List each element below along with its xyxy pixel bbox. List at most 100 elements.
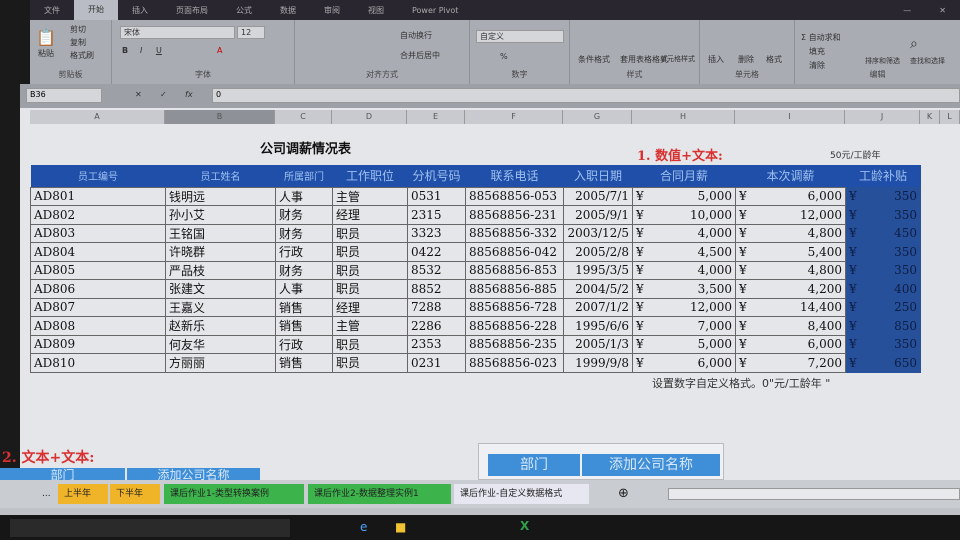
cell-extension[interactable]: 7288 (407, 297, 466, 317)
horizontal-scrollbar[interactable] (668, 488, 960, 500)
cell-employee-name[interactable]: 王嘉义 (165, 297, 276, 317)
cell-phone[interactable]: 88568856-853 (465, 260, 564, 280)
cell-seniority-allowance[interactable]: ¥400 (845, 279, 921, 299)
cell-position[interactable]: 职员 (332, 223, 408, 243)
autosum-button[interactable]: Σ 自动求和 (801, 33, 841, 42)
cell-seniority-allowance[interactable]: ¥250 (845, 297, 921, 317)
cell-position[interactable]: 经理 (332, 297, 408, 317)
cell-monthly-salary[interactable]: ¥3,500 (632, 279, 736, 299)
merge-center-button[interactable]: 合并后居中 (400, 51, 440, 60)
sheet-tab-first-half[interactable]: 上半年 (58, 484, 108, 504)
cell-monthly-salary[interactable]: ¥12,000 (632, 297, 736, 317)
column-header-h[interactable]: H (632, 110, 735, 124)
cell-adjusted-salary[interactable]: ¥6,000 (735, 334, 846, 354)
cell-monthly-salary[interactable]: ¥5,000 (632, 334, 736, 354)
cell-position[interactable]: 经理 (332, 205, 408, 225)
fill-button[interactable]: 填充 (809, 47, 825, 56)
cell-extension[interactable]: 0422 (407, 242, 466, 262)
cell-styles-button[interactable]: 单元格样式 (660, 55, 695, 63)
sec2-dept-cell[interactable]: 部门 (0, 468, 125, 482)
cell-monthly-salary[interactable]: ¥4,000 (632, 260, 736, 280)
cell-department[interactable]: 销售 (275, 353, 333, 373)
cell-position[interactable]: 主管 (332, 316, 408, 336)
bold-icon[interactable]: B (122, 46, 129, 55)
cell-position[interactable]: 职员 (332, 279, 408, 299)
insert-button[interactable]: 插入 (708, 55, 724, 64)
cell-employee-id[interactable]: AD803 (30, 223, 166, 243)
cell-extension[interactable]: 8532 (407, 260, 466, 280)
sheet-tabs-more[interactable]: ... (42, 489, 51, 499)
cell-monthly-salary[interactable]: ¥5,000 (632, 186, 736, 206)
wrap-text-button[interactable]: 自动换行 (400, 31, 432, 40)
column-header-e[interactable]: E (407, 110, 465, 124)
cell-adjusted-salary[interactable]: ¥5,400 (735, 242, 846, 262)
format-as-table-button[interactable]: 套用表格格式 (620, 55, 668, 64)
cell-employee-name[interactable]: 赵新乐 (165, 316, 276, 336)
cell-seniority-allowance[interactable]: ¥350 (845, 242, 921, 262)
cell-employee-name[interactable]: 孙小艾 (165, 205, 276, 225)
cell-phone[interactable]: 88568856-332 (465, 223, 564, 243)
cell-adjusted-salary[interactable]: ¥4,200 (735, 279, 846, 299)
cell-extension[interactable]: 0531 (407, 186, 466, 206)
cell-hire-date[interactable]: 2005/7/1 (563, 186, 633, 206)
tab-insert[interactable]: 插入 (132, 5, 148, 15)
right-company-cell[interactable]: 添加公司名称 (582, 454, 720, 476)
sheet-tab-homework-1[interactable]: 课后作业1-类型转换案例 (164, 484, 304, 504)
cell-seniority-allowance[interactable]: ¥450 (845, 223, 921, 243)
cell-employee-id[interactable]: AD806 (30, 279, 166, 299)
cell-employee-name[interactable]: 钱明远 (165, 186, 276, 206)
cell-employee-name[interactable]: 严品枝 (165, 260, 276, 280)
cell-hire-date[interactable]: 2005/2/8 (563, 242, 633, 262)
edge-icon[interactable]: e (360, 520, 368, 534)
unit-example-cell[interactable]: 50元/工龄年 (830, 151, 881, 161)
cell-hire-date[interactable]: 2003/12/5 (563, 223, 633, 243)
cell-department[interactable]: 销售 (275, 297, 333, 317)
column-header-l[interactable]: L (940, 110, 960, 124)
cancel-icon[interactable]: ✕ (135, 90, 142, 99)
cell-monthly-salary[interactable]: ¥7,000 (632, 316, 736, 336)
cell-position[interactable]: 职员 (332, 353, 408, 373)
cell-seniority-allowance[interactable]: ¥350 (845, 205, 921, 225)
cell-department[interactable]: 财务 (275, 223, 333, 243)
copy-button[interactable]: 复制 (70, 38, 86, 47)
cell-extension[interactable]: 2353 (407, 334, 466, 354)
cell-adjusted-salary[interactable]: ¥4,800 (735, 260, 846, 280)
column-header-d[interactable]: D (332, 110, 407, 124)
formula-input[interactable]: 0 (212, 88, 960, 103)
cell-extension[interactable]: 8852 (407, 279, 466, 299)
cell-monthly-salary[interactable]: ¥10,000 (632, 205, 736, 225)
cell-hire-date[interactable]: 2005/1/3 (563, 334, 633, 354)
clear-button[interactable]: 清除 (809, 61, 825, 70)
taskbar-search[interactable] (10, 519, 290, 537)
cell-hire-date[interactable]: 1999/9/8 (563, 353, 633, 373)
cell-extension[interactable]: 3323 (407, 223, 466, 243)
cell-phone[interactable]: 88568856-728 (465, 297, 564, 317)
column-header-c[interactable]: C (275, 110, 332, 124)
column-header-g[interactable]: G (563, 110, 632, 124)
tab-file[interactable]: 文件 (44, 5, 60, 15)
folder-icon[interactable]: ■ (395, 520, 407, 534)
name-box[interactable]: B36 (26, 88, 102, 103)
cell-adjusted-salary[interactable]: ¥14,400 (735, 297, 846, 317)
cell-employee-name[interactable]: 许晓群 (165, 242, 276, 262)
cell-phone[interactable]: 88568856-023 (465, 353, 564, 373)
cell-seniority-allowance[interactable]: ¥850 (845, 316, 921, 336)
format-painter-button[interactable]: 格式刷 (70, 51, 94, 60)
tab-power-pivot[interactable]: Power Pivot (412, 5, 459, 15)
column-header-a[interactable]: A (30, 110, 165, 124)
enter-icon[interactable]: ✓ (160, 90, 167, 99)
delete-button[interactable]: 删除 (738, 55, 754, 64)
cut-button[interactable]: 剪切 (70, 25, 86, 34)
column-header-b[interactable]: B (165, 110, 275, 124)
cell-monthly-salary[interactable]: ¥4,000 (632, 223, 736, 243)
search-icon[interactable]: ⌕ (910, 36, 918, 52)
cell-adjusted-salary[interactable]: ¥6,000 (735, 186, 846, 206)
cell-employee-id[interactable]: AD807 (30, 297, 166, 317)
tab-home[interactable]: 开始 (74, 0, 118, 20)
tab-page-layout[interactable]: 页面布局 (176, 5, 208, 15)
cell-employee-id[interactable]: AD801 (30, 186, 166, 206)
percent-icon[interactable]: % (500, 52, 508, 61)
column-header-k[interactable]: K (920, 110, 940, 124)
cell-employee-name[interactable]: 王铭国 (165, 223, 276, 243)
cell-department[interactable]: 行政 (275, 242, 333, 262)
